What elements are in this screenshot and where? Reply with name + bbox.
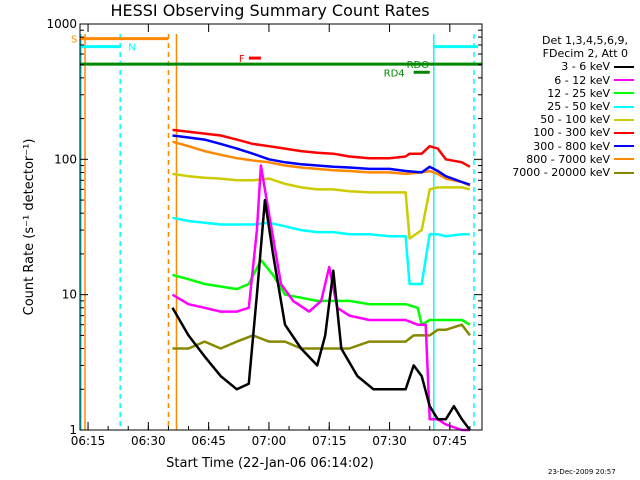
legend-entry: 6 - 12 keV: [474, 74, 634, 87]
legend-label: 800 - 7000 keV: [526, 152, 610, 166]
chart-legend: Det 1,3,4,5,6,9, FDecim 2, Att 0 3 - 6 k…: [474, 34, 634, 179]
series-line-12to25keV: [172, 258, 471, 326]
series-line-50to100keV: [172, 172, 471, 240]
legend-entry: 100 - 300 keV: [474, 126, 634, 139]
series-line-800to7000keV: [172, 140, 471, 187]
legend-label: 12 - 25 keV: [547, 86, 610, 100]
legend-entry: 50 - 100 keV: [474, 113, 634, 126]
legend-entry: 7000 - 20000 keV: [474, 166, 634, 179]
legend-entry: 12 - 25 keV: [474, 87, 634, 100]
flag-label-s: S: [71, 35, 77, 46]
x-tick-label: 06:15: [71, 434, 106, 448]
legend-swatch: [614, 118, 634, 121]
legend-entry: 800 - 7000 keV: [474, 153, 634, 166]
plot-area-frame: [79, 23, 483, 431]
legend-swatch: [614, 92, 634, 95]
legend-swatch: [614, 66, 634, 68]
x-tick-label: 07:45: [433, 434, 468, 448]
legend-label: 3 - 6 keV: [561, 60, 610, 74]
chart-title: HESSI Observing Summary Count Rates: [110, 1, 429, 20]
legend-label: 50 - 100 keV: [540, 113, 610, 127]
legend-entry: 300 - 800 keV: [474, 140, 634, 153]
x-tick-label: 06:30: [131, 434, 166, 448]
flag-label-rd4: RD4: [384, 68, 405, 79]
x-tick-label: 07:30: [372, 434, 407, 448]
series-line-25to50keV: [172, 216, 470, 286]
legend-swatch: [614, 158, 634, 161]
y-axis-label: Count Rate (s⁻¹ detector⁻¹): [22, 139, 37, 316]
legend-swatch: [614, 105, 634, 108]
flag-label-rdo: RDO: [407, 60, 430, 71]
y-tick-label: 10: [62, 288, 77, 302]
legend-entry: 3 - 6 keV: [474, 60, 634, 73]
x-axis-label: Start Time (22-Jan-06 06:14:02): [166, 456, 374, 471]
x-tick-label: 06:45: [191, 434, 226, 448]
x-tick-label: 07:00: [252, 434, 287, 448]
legend-header-detectors: Det 1,3,4,5,6,9,: [541, 34, 628, 47]
legend-swatch: [614, 132, 634, 135]
series-line-100to300keV: [172, 128, 471, 168]
y-tick-label: 100: [54, 152, 77, 166]
legend-swatch: [614, 79, 634, 82]
legend-entry: 25 - 50 keV: [474, 100, 634, 113]
legend-label: 300 - 800 keV: [533, 139, 610, 153]
x-tick-label: 07:15: [312, 434, 347, 448]
y-tick-label: 1000: [46, 17, 77, 31]
y-tick-label: 1: [69, 423, 77, 437]
footer-timestamp: 23-Dec-2009 20:57: [548, 468, 616, 476]
flag-label-n: N: [128, 43, 135, 54]
legend-header-decimation: FDecim 2, Att 0: [542, 47, 628, 61]
legend-swatch: [614, 145, 634, 148]
legend-label: 25 - 50 keV: [547, 100, 610, 114]
series-line-300to800keV: [172, 134, 471, 186]
legend-label: 7000 - 20000 keV: [512, 166, 610, 180]
series-line-3to6keV: [171, 198, 471, 431]
legend-label: 100 - 300 keV: [533, 126, 610, 140]
legend-label: 6 - 12 keV: [554, 73, 610, 87]
legend-swatch: [614, 171, 634, 174]
flag-label-f: F: [239, 54, 245, 65]
